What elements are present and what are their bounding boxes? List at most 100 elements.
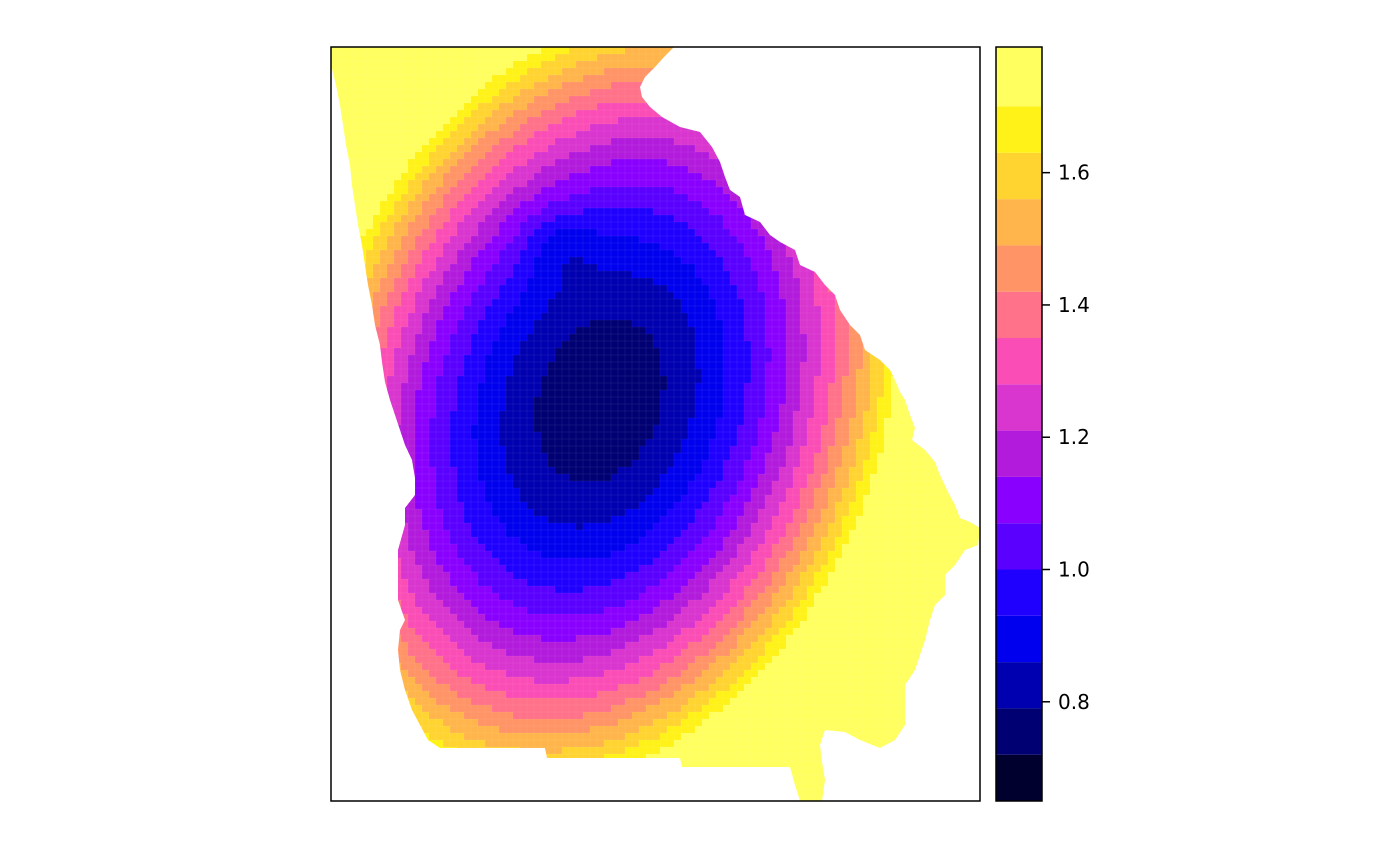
heatmap-cell-1215: [373, 138, 381, 146]
heatmap-cell-4876: [611, 411, 619, 419]
heatmap-cell-4765: [485, 404, 493, 412]
heatmap-cell-4708: [737, 397, 745, 405]
heatmap-cell-3853: [611, 334, 619, 342]
heatmap-cell-21: [478, 47, 486, 55]
heatmap-cell-3179: [450, 285, 458, 293]
heatmap-cell-3972: [793, 341, 801, 349]
heatmap-cell-3466: [506, 306, 514, 314]
heatmap-cell-4686: [583, 397, 591, 405]
heatmap-cell-1864: [359, 187, 367, 195]
heatmap-cell-4324: [653, 369, 661, 377]
heatmap-cell-4630: [842, 390, 850, 398]
heatmap-cell-748: [359, 103, 367, 111]
heatmap-cell-1678: [359, 173, 367, 181]
heatmap-cell-580: [485, 89, 493, 97]
heatmap-cell-2745: [667, 250, 675, 258]
heatmap-cell-1889: [534, 187, 542, 195]
heatmap-cell-94: [338, 54, 346, 62]
heatmap-cell-1541: [702, 159, 710, 167]
heatmap-cell-4224: [604, 362, 612, 370]
heatmap-cell-1212: [352, 138, 360, 146]
heatmap-cell-2367: [625, 222, 633, 230]
heatmap-cell-2799: [394, 257, 402, 265]
heatmap-cell-783: [604, 103, 612, 111]
heatmap-cell-4384: [422, 376, 430, 384]
heatmap-cell-3829: [443, 334, 451, 342]
heatmap-cell-3196: [569, 285, 577, 293]
heatmap-cell-4942: [422, 418, 430, 426]
heatmap-cell-14: [429, 47, 437, 55]
heatmap-cell-3683: [723, 320, 731, 328]
heatmap-cell-1908: [667, 187, 675, 195]
heatmap-cell-3380: [555, 299, 563, 307]
heatmap-cell-289: [401, 68, 409, 76]
heatmap-cell-1903: [632, 187, 640, 195]
heatmap-cell-4406: [576, 376, 584, 384]
heatmap-cell-3498: [730, 306, 738, 314]
heatmap-cell-2446: [527, 229, 535, 237]
heatmap-cell-1416: [478, 152, 486, 160]
heatmap-cell-3854: [618, 334, 626, 342]
heatmap-cell-4963: [569, 418, 577, 426]
heatmap-cell-3455: [429, 306, 437, 314]
heatmap-cell-129: [583, 54, 591, 62]
heatmap-cell-4310: [555, 369, 563, 377]
heatmap-cell-3870: [730, 334, 738, 342]
heatmap-cell-2356: [548, 222, 556, 230]
heatmap-cell-2894: [408, 264, 416, 272]
heatmap-cell-3391: [632, 299, 640, 307]
heatmap-cell-864: [520, 110, 528, 118]
heatmap-cell-867: [541, 110, 549, 118]
heatmap-cell-3640: [422, 320, 430, 328]
heatmap-cell-3736: [443, 327, 451, 335]
heatmap-cell-3963: [730, 341, 738, 349]
heatmap-cell-4293: [436, 369, 444, 377]
heatmap-cell-939: [394, 117, 402, 125]
heatmap-cell-4808: [786, 404, 794, 412]
heatmap-cell-1403: [387, 152, 395, 160]
heatmap-cell-1818: [688, 180, 696, 188]
heatmap-cell-2537: [513, 236, 521, 244]
heatmap-cell-1432: [590, 152, 598, 160]
heatmap-cell-22: [485, 47, 493, 55]
heatmap-cell-1976: [492, 194, 500, 202]
heatmap-cell-4707: [730, 397, 738, 405]
heatmap-cell-4443: [835, 376, 843, 384]
heatmap-cell-3937: [548, 341, 556, 349]
heatmap-cell-4911: [856, 411, 864, 419]
heatmap-cell-4631: [849, 390, 857, 398]
heatmap-cell-2337: [415, 222, 423, 230]
heatmap-cell-4246: [758, 362, 766, 370]
heatmap-cell-47: [660, 47, 668, 55]
heatmap-cell-4898: [765, 411, 773, 419]
heatmap-cell-3169: [380, 285, 388, 293]
heatmap-cell-3043: [800, 271, 808, 279]
heatmap-cell-2939: [723, 264, 731, 272]
heatmap-cell-3357: [394, 299, 402, 307]
heatmap-cell-3468: [520, 306, 528, 314]
heatmap-cell-1309: [380, 145, 388, 153]
heatmap-cell-3195: [562, 285, 570, 293]
heatmap-cell-4047: [667, 348, 675, 356]
heatmap-cell-29: [534, 47, 542, 55]
heatmap-cell-1592: [408, 166, 416, 174]
heatmap-cell-881: [639, 110, 647, 118]
heatmap-cell-4017: [457, 348, 465, 356]
heatmap-cell-1891: [548, 187, 556, 195]
heatmap-cell-691: [611, 96, 619, 104]
heatmap-cell-393: [478, 75, 486, 83]
heatmap-cell-3849: [583, 334, 591, 342]
heatmap-cell-2349: [499, 222, 507, 230]
heatmap-cell-3085: [443, 278, 451, 286]
heatmap-cell-3588: [709, 313, 717, 321]
heatmap-cell-842: [366, 110, 374, 118]
heatmap-cell-2428: [401, 229, 409, 237]
heatmap-cell-1627: [653, 166, 661, 174]
heatmap-cell-196: [401, 61, 409, 69]
heatmap-cell-1224: [436, 138, 444, 146]
heatmap-cell-1422: [520, 152, 528, 160]
heatmap-cell-1794: [520, 180, 528, 188]
heatmap-cell-2191: [695, 208, 703, 216]
heatmap-cell-4714: [779, 397, 787, 405]
heatmap-cell-3309: [709, 292, 717, 300]
